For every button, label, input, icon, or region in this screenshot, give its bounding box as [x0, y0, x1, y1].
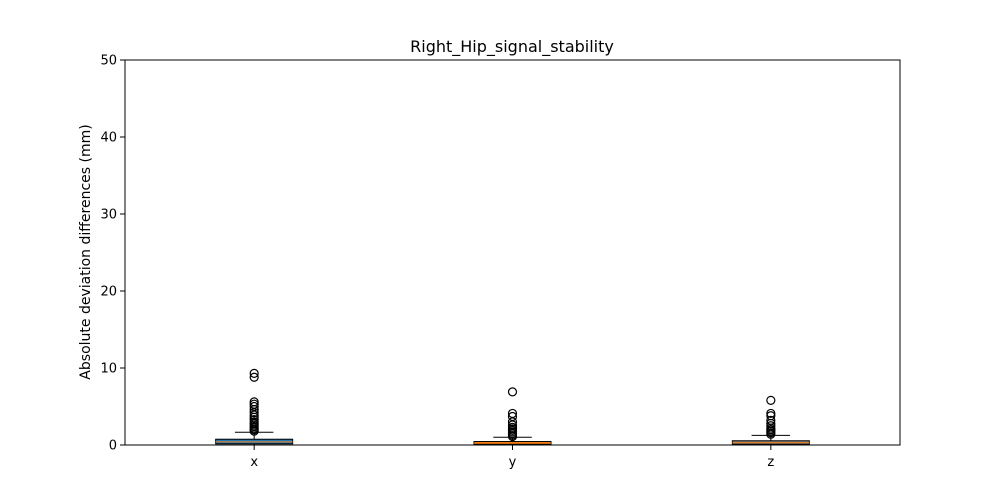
x-tick-label: z	[767, 455, 774, 470]
y-tick-label: 10	[100, 362, 117, 377]
outlier-point	[249, 399, 259, 409]
y-axis-label: Absolute deviation differences (mm)	[78, 124, 94, 379]
outlier-point	[507, 408, 518, 419]
outlier-point	[766, 421, 776, 431]
y-tick-label: 0	[109, 439, 117, 454]
outlier-point	[249, 397, 259, 407]
y-tick-label: 30	[100, 208, 117, 223]
outlier-point	[249, 417, 259, 427]
outlier-point	[249, 414, 259, 425]
y-tick-label: 50	[100, 54, 117, 69]
y-tick-label: 40	[100, 131, 117, 146]
y-tick-label: 20	[100, 285, 117, 300]
plot-frame	[124, 59, 901, 446]
outlier-point	[507, 411, 518, 422]
outlier-point	[507, 422, 518, 432]
chart-title: Right_Hip_signal_stability	[410, 37, 614, 57]
outlier-point	[766, 415, 776, 425]
plot-area: 0 10 20 30 40 50 x y z	[100, 54, 810, 470]
outlier-point	[249, 368, 259, 378]
outlier-point	[249, 401, 259, 412]
outlier-point	[766, 395, 776, 405]
outlier-point	[766, 408, 776, 419]
x-tick-label: y	[509, 455, 517, 470]
x-tick-label: x	[250, 455, 258, 470]
outlier-point	[249, 372, 259, 382]
outlier-point	[507, 387, 518, 397]
outlier-point	[766, 411, 776, 421]
